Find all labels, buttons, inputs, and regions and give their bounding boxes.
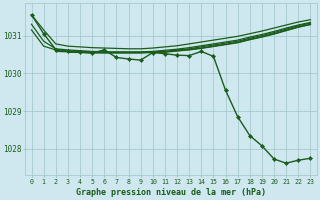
X-axis label: Graphe pression niveau de la mer (hPa): Graphe pression niveau de la mer (hPa) bbox=[76, 188, 266, 197]
